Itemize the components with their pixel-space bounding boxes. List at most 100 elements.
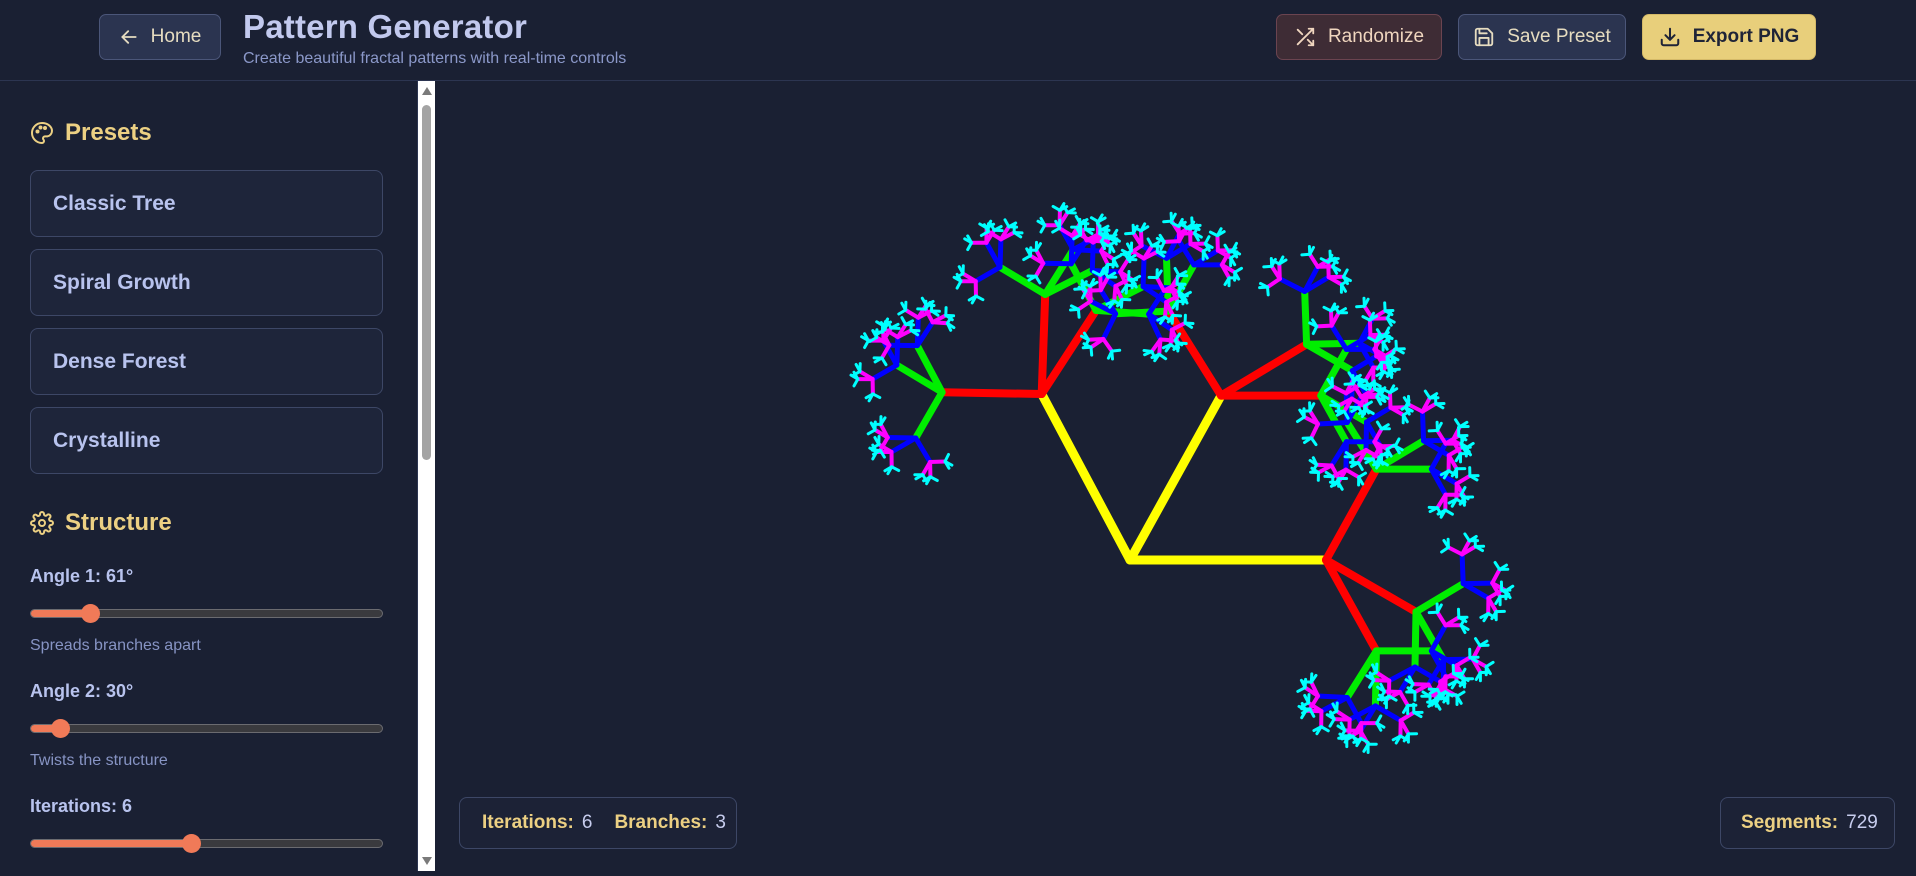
fractal-segment — [1133, 276, 1140, 280]
angle2-slider-thumb[interactable] — [51, 719, 70, 738]
fractal-segment — [916, 392, 942, 438]
fractal-segment — [976, 296, 983, 300]
structure-heading: Structure — [30, 509, 172, 537]
save-preset-button[interactable]: Save Preset — [1458, 14, 1626, 60]
fractal-segment — [1298, 688, 1305, 692]
fractal-segment — [1298, 417, 1305, 422]
fractal-segment — [1367, 408, 1391, 422]
fractal-segment — [1143, 259, 1144, 287]
scroll-up-arrow-icon[interactable] — [422, 87, 432, 95]
fractal-segment — [1096, 310, 1149, 314]
fractal-segment — [1043, 263, 1071, 264]
fractal-segment — [916, 438, 930, 462]
fractal-canvas[interactable] — [435, 81, 1916, 871]
fractal-segment — [873, 394, 880, 398]
iterations-slider[interactable] — [30, 839, 383, 848]
fractal-segment — [1042, 294, 1046, 394]
fractal-segment — [1436, 702, 1440, 709]
fractal-segment — [1311, 424, 1318, 438]
fractal-segment — [1091, 218, 1098, 222]
fractal-segment — [1415, 612, 1416, 667]
sidebar-scrollbar[interactable] — [418, 81, 435, 871]
fractal-segment — [1359, 473, 1366, 477]
fractal-segment — [1264, 266, 1272, 267]
fractal-segment — [1437, 612, 1445, 625]
preset-spiral-growth[interactable]: Spiral Growth — [30, 249, 383, 316]
fractal-segment — [1268, 279, 1280, 287]
fractal-segment — [1024, 256, 1031, 260]
fractal-segment — [1374, 680, 1389, 681]
randomize-button[interactable]: Randomize — [1276, 14, 1442, 60]
page-subtitle: Create beautiful fractal patterns with r… — [243, 50, 626, 68]
fractal-segment — [945, 455, 949, 462]
scrollbar-thumb[interactable] — [422, 105, 431, 460]
fractal-segment — [1078, 301, 1090, 309]
segments-stat-value: 729 — [1846, 812, 1878, 834]
download-icon — [1659, 26, 1681, 48]
fractal-segment — [1075, 289, 1083, 290]
fractal-segment — [1175, 269, 1179, 276]
fractal-segment — [1120, 259, 1128, 272]
fractal-segment — [1091, 347, 1092, 355]
fractal-segment — [1086, 290, 1101, 291]
save-icon — [1473, 26, 1495, 48]
fractal-segment — [1053, 228, 1060, 232]
iterations-stat-value: 6 — [582, 812, 593, 834]
fractal-segment — [1041, 225, 1045, 232]
fractal-segment — [1331, 311, 1332, 326]
export-png-button[interactable]: Export PNG — [1642, 14, 1816, 60]
fractal-segment — [868, 430, 875, 434]
angle1-hint: Spreads branches apart — [30, 637, 201, 655]
fractal-segment — [1205, 237, 1209, 244]
fractal-segment — [899, 310, 906, 314]
segments-stat-key: Segments: — [1741, 812, 1838, 834]
fractal-segment — [1317, 326, 1332, 327]
angle2-slider[interactable] — [30, 724, 383, 733]
fractal-segment — [1462, 554, 1463, 583]
fractal-segment — [1492, 569, 1499, 583]
page-title: Pattern Generator — [243, 8, 527, 46]
fractal-segment — [1395, 439, 1399, 446]
fractal-segment — [1092, 243, 1093, 271]
angle1-label: Angle 1: 61° — [30, 566, 133, 587]
export-png-label: Export PNG — [1693, 26, 1800, 48]
fractal-level-1 — [1042, 394, 1326, 560]
preset-crystalline[interactable]: Crystalline — [30, 407, 383, 474]
iterations-branches-stats: Iterations: 6 Branches: 3 — [459, 797, 737, 849]
angle1-slider[interactable] — [30, 609, 383, 618]
iterations-slider-thumb[interactable] — [182, 834, 201, 853]
fractal-segment — [1324, 307, 1331, 311]
fractal-segment — [1400, 692, 1408, 705]
fractal-segment — [1173, 315, 1181, 316]
fractal-segment — [1036, 263, 1043, 276]
controls-sidebar: Presets Classic Tree Spiral Growth Dense… — [0, 81, 418, 871]
fractal-segment — [1159, 354, 1166, 358]
iterations-stat-key: Iterations: — [482, 812, 574, 834]
fractal-segment — [1164, 221, 1172, 222]
branches-stat-key: Branches: — [614, 812, 707, 834]
fractal-segment — [1457, 476, 1470, 484]
scroll-down-arrow-icon[interactable] — [422, 857, 432, 865]
angle1-slider-thumb[interactable] — [81, 604, 100, 623]
fractal-segment — [1506, 586, 1513, 590]
fractal-segment — [1268, 287, 1269, 295]
fractal-segment — [1328, 262, 1329, 277]
fractal-segment — [976, 267, 1000, 281]
fractal-segment — [1164, 241, 1179, 242]
fractal-segment — [1390, 393, 1391, 408]
fractal-segment — [1221, 344, 1307, 395]
preset-classic-tree[interactable]: Classic Tree — [30, 170, 383, 237]
iterations-slider-fill — [31, 840, 191, 847]
fractal-segment — [1457, 692, 1464, 696]
fractal-segment — [1114, 256, 1121, 260]
fractal-segment — [1168, 311, 1221, 396]
fractal-segment — [1148, 239, 1152, 246]
fractal-segment — [1161, 340, 1176, 341]
home-button[interactable]: Home — [99, 14, 221, 60]
fractal-segment — [1313, 326, 1316, 333]
fractal-segment — [1466, 443, 1473, 447]
gear-icon — [30, 511, 54, 535]
preset-dense-forest[interactable]: Dense Forest — [30, 328, 383, 395]
fractal-segment — [1053, 206, 1060, 210]
fractal-segment — [1346, 470, 1359, 478]
